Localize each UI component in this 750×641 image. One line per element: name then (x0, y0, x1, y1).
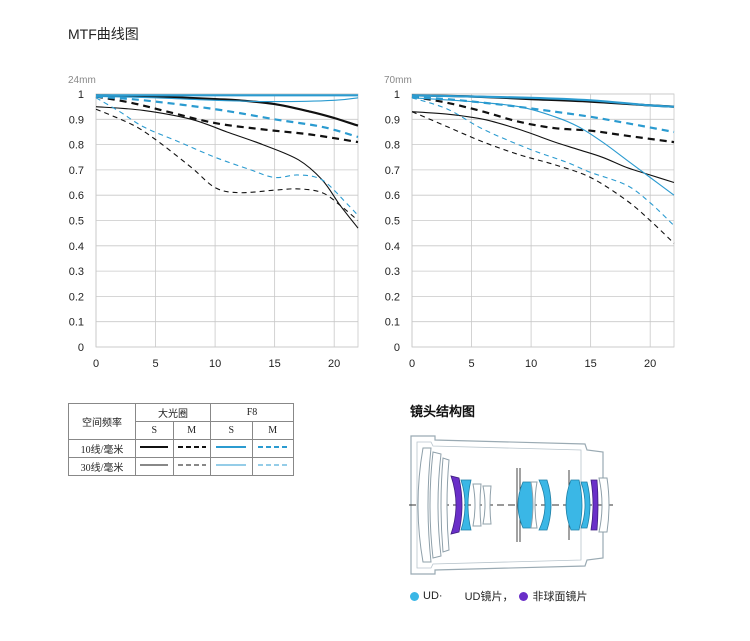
y-tick-label: 0.1 (69, 317, 84, 329)
x-tick-label: 10 (525, 358, 537, 370)
series-line (95, 97, 359, 216)
series-line (95, 106, 359, 229)
legend-swatch (172, 457, 211, 476)
y-tick-label: 0.7 (69, 165, 84, 177)
ud-element (580, 481, 591, 529)
x-tick-label: 15 (269, 358, 281, 370)
y-tick-label: 0.8 (385, 140, 400, 152)
lens-legend-ud-lens: UD镜片， (464, 591, 514, 603)
x-tick-label: 5 (468, 358, 474, 370)
lens-cross-section-diagram (409, 435, 613, 575)
y-tick-label: 0.3 (69, 266, 84, 278)
chart-title: 70mm (384, 75, 412, 86)
chart-title: 24mm (68, 75, 96, 86)
legend-header-frequency: 空间频率 (68, 403, 136, 440)
aspherical-element (590, 479, 599, 531)
legend-row-30lp: 30线/毫米 (68, 457, 136, 476)
legend-swatch (135, 439, 174, 458)
y-tick-label: 0 (394, 342, 400, 354)
front-element (440, 457, 450, 553)
series-line (411, 111, 675, 244)
lens-legend-ud: UD· (423, 590, 443, 602)
series-line (95, 95, 359, 139)
lens-legend: UD· UD镜片， 非球面镜片 (410, 588, 587, 604)
ud-element (460, 479, 472, 531)
y-tick-label: 0.4 (69, 241, 84, 253)
lens-barrel-inner (416, 441, 582, 569)
legend-header-wide-aperture: 大光圈 (135, 403, 211, 422)
lens-diagram-title: 镜头结构图 (410, 404, 476, 419)
y-tick-label: 0.6 (69, 190, 84, 202)
x-tick-label: 15 (585, 358, 597, 370)
front-element (429, 451, 442, 559)
legend-swatch (172, 439, 211, 458)
y-tick-label: 1 (394, 89, 400, 101)
legend-sub-m: M (251, 421, 294, 440)
series-line (411, 95, 675, 144)
ud-element (565, 479, 583, 531)
y-tick-label: 0.2 (385, 291, 400, 303)
series-line (411, 97, 675, 226)
legend-swatch (251, 439, 294, 458)
series-line (411, 95, 675, 134)
lens-element (530, 481, 538, 529)
series-line (95, 95, 359, 103)
x-tick-label: 0 (409, 358, 415, 370)
lens-barrel-outline (410, 435, 604, 575)
legend-sub-s: S (210, 421, 253, 440)
y-tick-label: 0.1 (385, 317, 400, 329)
y-tick-label: 0.2 (69, 291, 84, 303)
aspherical-element (450, 475, 463, 535)
aspherical-dot-icon (519, 591, 529, 601)
legend-swatch (210, 457, 253, 476)
legend-swatch (135, 457, 174, 476)
legend-sub-m: M (172, 421, 211, 440)
legend-header-f8: F8 (210, 403, 294, 422)
y-tick-label: 0.5 (69, 216, 84, 228)
plot-frame (411, 93, 675, 348)
mtf-legend-table: 空间频率 大光圈 F8 S M S M 10线/毫米 30线/毫米 (68, 403, 294, 476)
legend-swatch (251, 457, 294, 476)
x-tick-label: 5 (152, 358, 158, 370)
y-tick-label: 0.9 (69, 114, 84, 126)
ud-dot-icon (410, 591, 419, 601)
y-tick-label: 0.4 (385, 241, 400, 253)
y-tick-label: 1 (78, 89, 84, 101)
x-tick-label: 10 (209, 358, 221, 370)
y-tick-label: 0.9 (385, 114, 400, 126)
y-tick-label: 0.6 (385, 190, 400, 202)
series-line (411, 94, 675, 108)
y-tick-label: 0.8 (69, 140, 84, 152)
page-title: MTF曲线图 (68, 26, 139, 42)
lens-element (482, 485, 492, 525)
series-line (95, 108, 359, 221)
lens-legend-aspherical: 非球面镜片 (532, 591, 588, 603)
x-tick-label: 0 (93, 358, 99, 370)
y-tick-label: 0.3 (385, 266, 400, 278)
lens-element (598, 477, 610, 533)
legend-row-10lp: 10线/毫米 (68, 439, 136, 458)
series-line (411, 111, 675, 184)
y-tick-label: 0.5 (385, 216, 400, 228)
series-line (95, 95, 359, 144)
y-tick-label: 0 (78, 342, 84, 354)
y-tick-label: 0.7 (385, 165, 400, 177)
ud-element (538, 479, 552, 531)
front-element (417, 447, 432, 563)
x-tick-label: 20 (644, 358, 656, 370)
series-line (411, 97, 675, 196)
x-tick-label: 20 (328, 358, 340, 370)
legend-sub-s: S (135, 421, 174, 440)
legend-swatch (210, 439, 253, 458)
lens-element (472, 483, 482, 527)
